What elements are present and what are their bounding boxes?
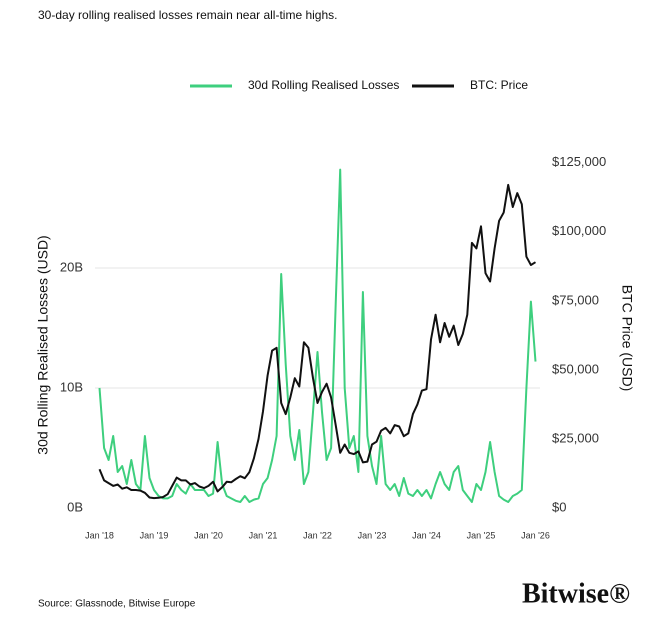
x-tick-label: Jan '26 xyxy=(521,530,550,540)
y-axis-title: 30d Rolling Realised Losses (USD) xyxy=(35,235,51,454)
legend-label: 30d Rolling Realised Losses xyxy=(248,78,399,92)
x-tick-label: Jan '25 xyxy=(467,530,496,540)
logo: Bitwise® xyxy=(522,578,630,609)
x-tick-label: Jan '24 xyxy=(412,530,441,540)
x-tick-label: Jan '20 xyxy=(194,530,223,540)
source: Source: Glassnode, Bitwise Europe xyxy=(38,599,196,610)
y2-tick-label: $100,000 xyxy=(552,223,606,238)
series-line xyxy=(98,183,537,500)
series-line xyxy=(98,168,537,503)
chart-title: 30-day rolling realised losses remain ne… xyxy=(38,8,337,22)
y-tick-label: 20B xyxy=(60,259,83,274)
legend-label: BTC: Price xyxy=(470,78,528,92)
y2-tick-label: $25,000 xyxy=(552,430,599,445)
x-tick-label: Jan '18 xyxy=(85,530,114,540)
y-tick-label: 10B xyxy=(60,379,83,394)
y2-tick-label: $50,000 xyxy=(552,361,599,376)
y2-tick-label: $75,000 xyxy=(552,292,599,307)
y2-tick-label: $0 xyxy=(552,499,566,514)
x-tick-label: Jan '21 xyxy=(249,530,278,540)
x-tick-label: Jan '23 xyxy=(358,530,387,540)
x-tick-label: Jan '19 xyxy=(140,530,169,540)
y-tick-label: 0B xyxy=(67,499,83,514)
x-tick-label: Jan '22 xyxy=(303,530,332,540)
y2-tick-label: $125,000 xyxy=(552,154,606,169)
y2-axis-title: BTC Price (USD) xyxy=(619,285,635,392)
